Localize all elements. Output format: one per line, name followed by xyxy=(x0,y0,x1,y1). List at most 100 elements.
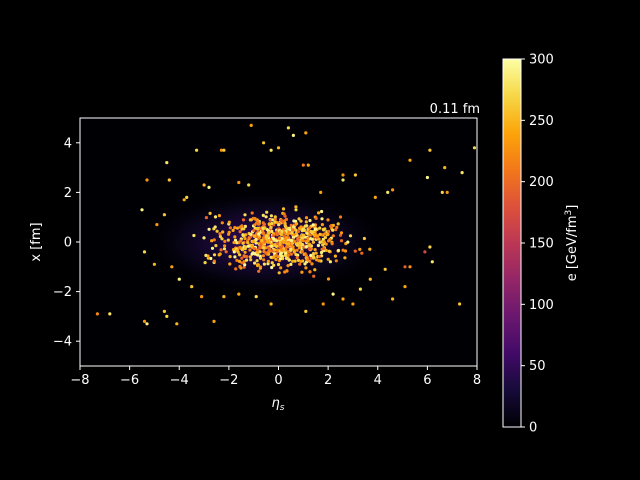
data-point xyxy=(220,221,224,225)
data-point xyxy=(273,217,277,221)
data-point xyxy=(140,208,144,212)
data-point xyxy=(339,231,344,235)
data-point xyxy=(223,239,227,243)
data-point xyxy=(338,233,343,237)
data-point xyxy=(443,166,447,170)
data-point xyxy=(295,256,299,260)
data-point xyxy=(232,240,236,245)
data-point xyxy=(324,242,328,246)
data-point xyxy=(307,247,311,251)
data-point xyxy=(254,237,258,242)
data-point xyxy=(279,252,283,256)
data-point xyxy=(430,260,434,264)
data-point xyxy=(362,236,366,241)
data-point xyxy=(273,248,277,252)
data-point xyxy=(317,237,321,241)
data-point xyxy=(247,237,251,241)
data-point xyxy=(145,322,149,326)
data-point xyxy=(264,235,268,239)
data-point xyxy=(304,245,308,249)
y-axis-ticks: −4 −2 0 2 4 xyxy=(53,136,80,350)
colorbar-tick-label: 0 xyxy=(529,421,537,436)
data-point xyxy=(329,224,333,228)
data-point xyxy=(290,238,294,243)
data-point xyxy=(228,226,232,230)
data-point xyxy=(241,233,245,237)
data-point xyxy=(182,198,186,202)
data-point xyxy=(243,250,247,254)
data-point xyxy=(300,250,304,254)
data-point xyxy=(254,241,258,245)
data-point xyxy=(239,239,243,243)
colorbar-tick-label: 200 xyxy=(529,175,554,190)
data-point xyxy=(185,195,189,199)
data-point xyxy=(269,225,273,229)
y-tick-label: 4 xyxy=(64,136,72,151)
data-point xyxy=(330,242,334,246)
data-point xyxy=(255,248,260,252)
data-point xyxy=(235,226,240,230)
data-point xyxy=(391,297,395,301)
data-point xyxy=(341,178,345,182)
data-point xyxy=(313,233,317,238)
data-point xyxy=(265,210,269,214)
data-point xyxy=(145,178,149,182)
data-point xyxy=(428,245,432,249)
data-point xyxy=(313,227,317,231)
data-point xyxy=(338,215,343,219)
data-point xyxy=(305,239,309,243)
data-point xyxy=(202,236,206,240)
data-point xyxy=(248,255,252,259)
data-point xyxy=(243,236,247,241)
data-point xyxy=(270,229,274,233)
data-point xyxy=(286,242,291,246)
x-axis-label-sub: s xyxy=(280,403,285,413)
data-point xyxy=(259,256,263,260)
data-point xyxy=(203,261,207,265)
data-point xyxy=(301,239,305,243)
data-point xyxy=(142,319,147,323)
data-point xyxy=(219,248,223,252)
data-point xyxy=(243,224,247,228)
x-tick-label: 8 xyxy=(473,373,481,388)
colorbar-label-sup: 3 xyxy=(564,210,574,216)
data-point xyxy=(323,235,327,240)
data-point xyxy=(217,214,221,218)
data-point xyxy=(212,238,216,242)
data-point xyxy=(272,263,276,267)
data-point xyxy=(326,277,331,281)
data-point xyxy=(152,262,156,266)
data-point xyxy=(251,216,255,220)
data-point xyxy=(238,264,242,269)
data-point xyxy=(301,243,305,247)
data-point xyxy=(403,265,407,269)
data-point xyxy=(213,215,218,219)
data-point xyxy=(303,224,307,228)
data-point xyxy=(257,232,261,236)
data-point xyxy=(311,252,315,256)
data-point xyxy=(170,265,174,269)
data-point xyxy=(95,312,99,316)
data-point xyxy=(240,256,244,260)
data-point xyxy=(241,241,245,245)
data-point xyxy=(292,233,296,237)
data-point xyxy=(256,263,260,267)
data-point xyxy=(303,262,307,266)
data-point xyxy=(296,238,300,243)
data-point xyxy=(235,258,239,262)
data-point xyxy=(289,262,293,266)
data-point xyxy=(257,269,261,273)
data-point xyxy=(226,238,230,242)
data-point xyxy=(276,262,281,267)
data-point xyxy=(319,190,323,194)
data-point xyxy=(237,259,242,263)
data-point xyxy=(282,234,286,238)
data-point xyxy=(304,216,309,220)
data-point xyxy=(283,253,287,257)
data-point xyxy=(195,148,199,152)
data-point xyxy=(298,262,302,266)
data-point xyxy=(269,148,273,152)
data-point xyxy=(264,215,268,219)
data-point xyxy=(285,269,289,273)
data-point xyxy=(284,256,289,260)
